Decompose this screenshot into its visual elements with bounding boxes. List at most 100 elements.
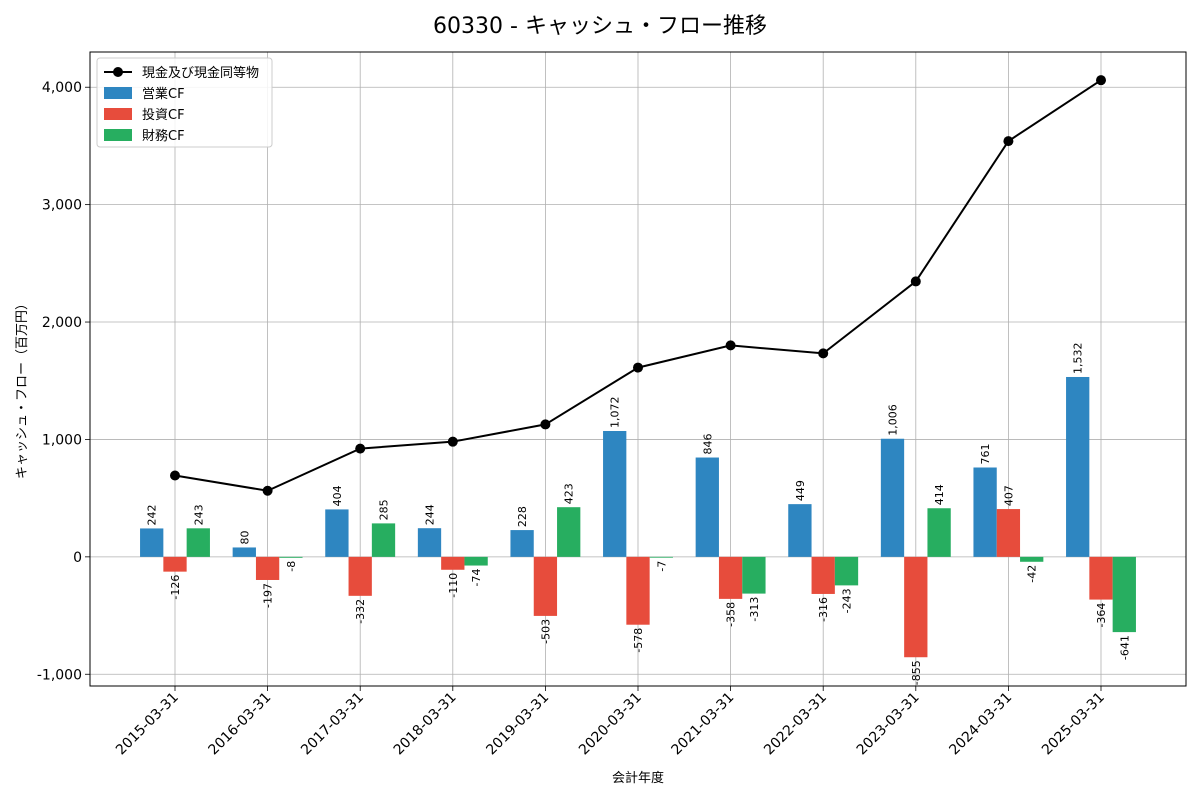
bar-1 bbox=[973, 467, 997, 557]
x-tick-label: 2016-03-31 bbox=[206, 690, 275, 759]
cash-balance-point bbox=[540, 419, 551, 430]
bar-1 bbox=[603, 430, 627, 557]
bar-2 bbox=[996, 509, 1021, 557]
bar-value-label: -126 bbox=[169, 575, 182, 600]
x-tick-label: 2025-03-31 bbox=[1039, 690, 1108, 759]
x-tick-label: 2023-03-31 bbox=[854, 690, 923, 759]
plot-frame bbox=[89, 51, 1187, 687]
legend-bar-swatch bbox=[104, 87, 132, 99]
bar-3 bbox=[1020, 556, 1044, 562]
chart-title: 60330 - キャッシュ・フロー推移 bbox=[433, 14, 767, 39]
bar-value-label: -364 bbox=[1095, 603, 1108, 628]
bar-1 bbox=[695, 457, 719, 557]
y-tick-label: 4,000 bbox=[42, 80, 82, 96]
cash-balance-point bbox=[355, 443, 366, 454]
bars-layer bbox=[140, 376, 1136, 658]
y-tick-label: -1,000 bbox=[37, 667, 82, 683]
bar-value-label: 414 bbox=[933, 484, 946, 505]
bar-1 bbox=[232, 547, 256, 557]
cash-balance-point bbox=[170, 470, 180, 481]
bar-value-label: 1,006 bbox=[887, 404, 900, 436]
bar-value-label: -197 bbox=[262, 583, 275, 608]
bar-value-label: 404 bbox=[331, 485, 344, 506]
bar-2 bbox=[533, 556, 558, 616]
bar-value-label: 423 bbox=[563, 483, 576, 504]
bar-value-label: -641 bbox=[1118, 635, 1131, 660]
bar-1 bbox=[140, 528, 164, 557]
x-tick-label: 2021-03-31 bbox=[669, 690, 738, 759]
bar-value-label: 449 bbox=[794, 480, 807, 501]
bar-3 bbox=[742, 556, 766, 594]
bar-value-label: -855 bbox=[910, 660, 923, 685]
bar-value-label: -332 bbox=[354, 599, 367, 624]
bar-2 bbox=[441, 556, 465, 570]
cash-balance-point bbox=[262, 485, 273, 496]
x-tick-label: 2019-03-31 bbox=[483, 690, 552, 759]
bar-value-label: 243 bbox=[192, 504, 205, 525]
x-tick-label: 2022-03-31 bbox=[761, 690, 830, 759]
x-tick-label: 2020-03-31 bbox=[576, 690, 645, 759]
bar-value-label: -74 bbox=[470, 569, 483, 587]
legend-label: 現金及び現金同等物 bbox=[142, 65, 259, 81]
bar-3 bbox=[927, 508, 951, 557]
y-tick-label: 2,000 bbox=[42, 315, 82, 331]
x-tick-label: 2018-03-31 bbox=[391, 690, 460, 759]
legend-label: 営業CF bbox=[142, 86, 185, 102]
bar-value-label: -313 bbox=[748, 597, 761, 622]
bar-value-label: -110 bbox=[447, 573, 460, 598]
bar-3 bbox=[1112, 556, 1136, 633]
bar-2 bbox=[348, 556, 372, 596]
bar-value-label: 761 bbox=[979, 444, 992, 465]
bar-3 bbox=[186, 528, 210, 557]
line-layer bbox=[170, 75, 1106, 496]
bar-value-label: 846 bbox=[701, 434, 714, 455]
y-tick-label: 1,000 bbox=[42, 432, 82, 448]
bar-value-label: 1,532 bbox=[1072, 342, 1085, 374]
bar-2 bbox=[904, 556, 928, 658]
bar-3 bbox=[279, 556, 303, 558]
x-axis-label: 会計年度 bbox=[612, 770, 664, 786]
legend-label: 財務CF bbox=[142, 129, 185, 144]
bar-1 bbox=[325, 509, 349, 557]
bar-2 bbox=[255, 556, 280, 580]
bar-2 bbox=[626, 556, 650, 625]
legend-bar-swatch bbox=[104, 108, 132, 120]
legend-frame bbox=[96, 57, 273, 148]
x-tick-label: 2024-03-31 bbox=[946, 690, 1015, 759]
bar-value-label: 242 bbox=[146, 504, 159, 525]
bar-1 bbox=[880, 438, 905, 557]
bar-3 bbox=[371, 523, 396, 557]
bar-value-label: -578 bbox=[632, 628, 645, 653]
bar-1 bbox=[1066, 376, 1090, 557]
y-tick-label: 3,000 bbox=[42, 198, 82, 214]
bar-value-label: -8 bbox=[285, 561, 298, 572]
bar-value-label: 285 bbox=[378, 499, 391, 520]
bar-value-label: -42 bbox=[1026, 565, 1039, 583]
bar-labels-layer: 242 80 404 244 228 1,072 846 449 1,006 761 1,532 -1… bbox=[146, 342, 1132, 685]
cash-balance-point bbox=[1096, 75, 1106, 86]
legend-label: 投資CF bbox=[142, 107, 185, 123]
bar-value-label: 1,072 bbox=[609, 396, 622, 428]
bar-value-label: -358 bbox=[725, 602, 738, 627]
legend-bar-swatch bbox=[104, 129, 132, 141]
x-tick-label: 2017-03-31 bbox=[298, 690, 367, 759]
cash-balance-point bbox=[633, 362, 643, 373]
y-axis-label: キャッシュ・フロー（百万円） bbox=[15, 297, 30, 479]
bar-3 bbox=[649, 556, 673, 558]
bar-3 bbox=[464, 556, 488, 566]
bar-2 bbox=[1089, 556, 1113, 600]
bar-3 bbox=[557, 507, 581, 557]
cash-balance-point bbox=[1003, 136, 1014, 147]
bar-1 bbox=[788, 504, 812, 557]
cash-balance-point bbox=[818, 348, 829, 359]
bar-2 bbox=[163, 556, 187, 572]
bar-1 bbox=[417, 528, 442, 557]
cash-balance-point bbox=[447, 436, 458, 447]
cash-balance-point bbox=[910, 276, 921, 287]
bar-2 bbox=[718, 556, 743, 599]
bar-value-label: 80 bbox=[238, 530, 251, 544]
bar-value-label: 407 bbox=[1002, 485, 1015, 506]
